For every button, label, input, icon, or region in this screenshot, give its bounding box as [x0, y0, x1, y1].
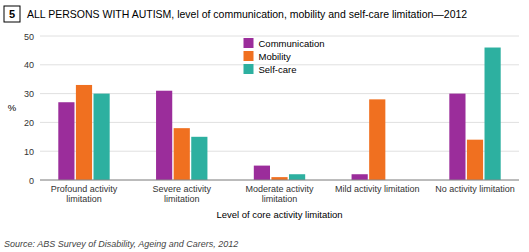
grid-line [40, 151, 519, 152]
bar [352, 174, 368, 180]
x-tick-label-line: Mild activity limitation [335, 184, 420, 194]
bar [449, 94, 465, 180]
bar [93, 94, 109, 180]
y-axis-label: % [8, 102, 17, 113]
bar [174, 128, 190, 180]
legend-swatch [244, 64, 254, 74]
y-tick-label: 20 [24, 118, 34, 128]
legend-label: Communication [259, 38, 325, 49]
x-tick-label-line: Profound activity [51, 184, 118, 194]
x-tick-label-line: limitation [262, 194, 298, 204]
bar [58, 102, 74, 180]
bar [467, 140, 483, 180]
y-tick-label: 10 [24, 147, 34, 157]
x-axis-label: Level of core activity limitation [216, 209, 342, 220]
grid [40, 36, 519, 180]
source: Source: ABS Survey of Disability, Ageing… [4, 239, 238, 249]
chart: 5 ALL PERSONS WITH AUTISM, level of commu… [0, 0, 529, 252]
legend-swatch [244, 51, 254, 61]
y-tick-label: 40 [24, 60, 34, 70]
x-tick-label: Profound activitylimitation [51, 184, 118, 204]
bar [76, 85, 92, 180]
x-tick-label-line: limitation [164, 194, 200, 204]
legend-label: Self-care [259, 64, 297, 75]
graph-number: 5 [9, 8, 15, 20]
legend-swatch [244, 38, 254, 48]
graph-number-box: 5 [4, 6, 20, 22]
x-tick-label-line: Severe activity [152, 184, 211, 194]
title: ALL PERSONS WITH AUTISM, level of commun… [27, 8, 467, 20]
bar [369, 99, 385, 180]
graph-number-frame [4, 6, 20, 22]
y-tick-label: 30 [24, 89, 34, 99]
grid-line [40, 180, 519, 181]
grid-line [40, 122, 519, 123]
grid-line [40, 36, 519, 37]
x-tick-label-line: Moderate activity [245, 184, 314, 194]
x-tick-label-line: No activity limitation [435, 184, 515, 194]
x-axis-line [40, 180, 519, 181]
grid-line [40, 93, 519, 94]
bars [58, 48, 500, 180]
bar [254, 166, 270, 180]
bar [156, 91, 172, 180]
y-tick-label: 50 [24, 32, 34, 42]
bar [191, 137, 207, 180]
legend-label: Mobility [259, 51, 291, 62]
y-tick-label: 0 [29, 176, 34, 186]
x-tick-label-line: limitation [66, 194, 102, 204]
legend: Communication Mobility Self-care [244, 38, 325, 75]
x-tick-label: Mild activity limitation [335, 184, 420, 194]
bar [289, 174, 305, 180]
x-tick-label: Severe activitylimitation [152, 184, 211, 204]
x-tick-label: Moderate activitylimitation [245, 184, 314, 204]
x-tick-label: No activity limitation [435, 184, 515, 194]
bar [485, 48, 501, 180]
